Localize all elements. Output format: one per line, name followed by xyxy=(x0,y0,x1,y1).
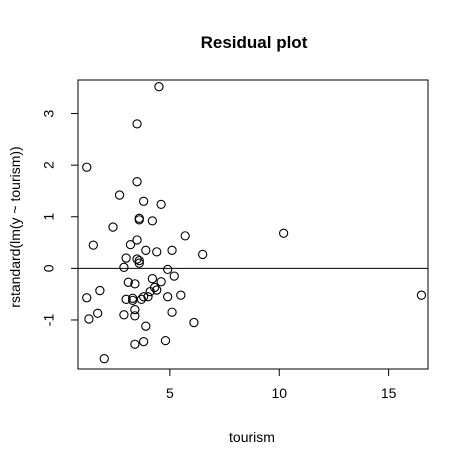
y-tick-label: 1 xyxy=(41,213,57,221)
y-tick-label: 3 xyxy=(41,109,57,117)
scatter-point xyxy=(130,311,140,321)
scatter-point xyxy=(132,119,142,129)
scatter-point xyxy=(93,308,103,318)
scatter-point xyxy=(84,314,94,324)
scatter-point xyxy=(138,292,149,302)
scatter-point xyxy=(163,292,173,302)
scatter-point xyxy=(130,279,140,289)
scatter-point xyxy=(156,199,166,210)
scatter-point xyxy=(147,274,158,284)
scatter-point xyxy=(130,339,140,349)
scatter-point xyxy=(278,228,289,238)
scatter-point xyxy=(134,258,144,268)
plot-frame xyxy=(77,79,429,370)
scatter-point xyxy=(154,82,164,92)
scatter-point xyxy=(128,295,138,306)
y-axis: -1 0 1 2 3 xyxy=(41,109,78,326)
x-tick-label: 5 xyxy=(166,385,174,401)
scatter-point xyxy=(88,240,98,250)
scatter-point xyxy=(160,335,171,346)
scatter-point xyxy=(169,271,179,281)
scatter-point xyxy=(143,292,153,302)
scatter-point xyxy=(167,307,177,317)
scatter-point xyxy=(180,231,190,241)
scatter-point xyxy=(134,255,144,266)
scatter-point xyxy=(141,245,151,255)
scatter-point xyxy=(136,294,147,304)
scatter-point xyxy=(145,286,155,297)
scatter-point xyxy=(138,336,149,347)
scatter-point xyxy=(138,196,149,206)
scatter-point xyxy=(416,290,427,300)
scatter-point xyxy=(198,249,208,260)
scatter-point xyxy=(114,190,125,200)
scatter-point xyxy=(125,239,136,250)
scatter-point xyxy=(123,277,133,287)
scatter-point xyxy=(163,264,173,275)
scatter-point xyxy=(99,354,109,364)
scatter-point xyxy=(167,245,177,255)
y-tick-label: -1 xyxy=(41,314,57,327)
y-axis-label: rstandard(lm(y ~ tourism)) xyxy=(7,146,23,307)
x-axis: 5 10 15 xyxy=(166,369,397,401)
x-axis-label: tourism xyxy=(229,429,275,445)
scatter-point xyxy=(119,262,129,272)
scatter-point xyxy=(147,216,158,226)
scatter-point xyxy=(82,162,92,172)
scatter-point xyxy=(108,222,118,232)
chart-title: Residual plot xyxy=(201,33,308,52)
scatter-point xyxy=(82,293,92,303)
points-layer xyxy=(82,82,427,364)
x-tick-label: 10 xyxy=(271,385,287,401)
x-tick-label: 15 xyxy=(381,385,397,401)
scatter-point xyxy=(189,317,199,328)
scatter-point xyxy=(121,253,131,263)
scatter-point xyxy=(152,247,162,257)
scatter-point xyxy=(176,290,186,300)
scatter-point xyxy=(132,177,142,187)
scatter-point xyxy=(152,285,162,295)
scatter-point xyxy=(141,321,151,331)
scatter-point xyxy=(134,215,144,225)
y-tick-label: 2 xyxy=(41,161,57,169)
scatter-point xyxy=(130,305,140,315)
scatter-point xyxy=(156,277,166,287)
y-tick-label: 0 xyxy=(41,264,57,272)
scatter-point xyxy=(121,294,131,304)
scatter-point xyxy=(95,285,105,296)
scatter-point xyxy=(119,310,129,320)
scatter-point xyxy=(132,235,142,245)
